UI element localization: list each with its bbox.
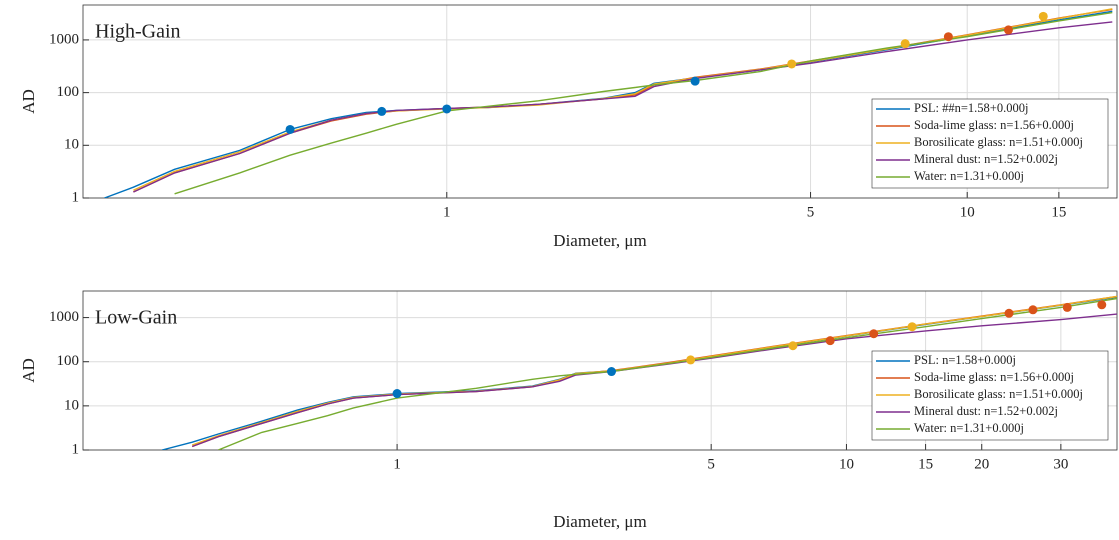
y-axis-label: AD (19, 89, 38, 114)
legend-label: Mineral dust: n=1.52+0.002j (914, 404, 1058, 418)
legend-label: PSL: ##n=1.58+0.000j (914, 101, 1028, 115)
y-tick-label: 1000 (49, 31, 79, 47)
x-tick-label: 15 (918, 456, 933, 472)
legend-label: Water: n=1.31+0.000j (914, 421, 1024, 435)
lines (161, 295, 1117, 450)
marker-dot (1028, 305, 1038, 315)
legend-box (871, 350, 1109, 441)
marker-dot (1003, 25, 1013, 35)
chart-title: Low-Gain (95, 307, 177, 329)
series-line (133, 21, 1113, 193)
x-axis-label: Diameter, μm (553, 512, 646, 531)
x-tick-label: 10 (839, 456, 854, 472)
y-axis-label: AD (19, 358, 38, 383)
y-tick-label: 10 (64, 397, 79, 413)
legend-label: Borosilicate glass: n=1.51+0.000j (914, 135, 1083, 149)
legend-label: Mineral dust: n=1.52+0.002j (914, 152, 1058, 166)
x-tick-label: 20 (974, 456, 989, 472)
x-tick-label: 15 (1051, 204, 1066, 220)
marker-dot (1097, 300, 1107, 310)
marker-dot (377, 106, 387, 116)
y-tick-label: 10 (64, 137, 79, 153)
x-axis-label: Diameter, μm (553, 231, 646, 250)
x-tick-label: 5 (707, 456, 715, 472)
marker-dot (825, 336, 835, 346)
marker-dot (686, 355, 696, 365)
marker-dot (900, 39, 910, 49)
marker-dot (1004, 308, 1014, 318)
x-tick-label: 1 (443, 204, 451, 220)
legend-label: Borosilicate glass: n=1.51+0.000j (914, 387, 1083, 401)
y-tick-label: 100 (57, 84, 80, 100)
marker-dot (606, 367, 616, 377)
marker-dot (943, 32, 953, 42)
marker-dot (285, 124, 295, 134)
marker-dot (690, 76, 700, 86)
axes-box (82, 4, 1118, 199)
y-tick-label: 1 (72, 189, 80, 205)
chart-title: High-Gain (95, 21, 181, 43)
legend-label: Water: n=1.31+0.000j (914, 169, 1024, 183)
x-tick-label: 30 (1053, 456, 1068, 472)
x-tick-label: 10 (960, 204, 975, 220)
marker-dot (788, 341, 798, 351)
marker-dot (869, 329, 879, 339)
y-tick-label: 1000 (49, 309, 79, 325)
series-line (174, 11, 1113, 195)
marker-dot (1038, 11, 1048, 21)
marker-dot (1062, 302, 1072, 312)
series-line (218, 297, 1117, 450)
marker-dot (392, 389, 402, 399)
marker-dot (442, 104, 452, 114)
y-tick-label: 100 (57, 353, 80, 369)
x-tick-label: 1 (393, 456, 401, 472)
legend-label: PSL: n=1.58+0.000j (914, 353, 1016, 367)
legend-label: Soda-lime glass: n=1.56+0.000j (914, 370, 1074, 384)
series-line (191, 313, 1117, 448)
marker-dot (907, 322, 917, 332)
y-tick-label: 1 (72, 441, 80, 457)
axes-box (82, 290, 1118, 451)
x-tick-label: 5 (807, 204, 815, 220)
legend-box (871, 98, 1109, 189)
legend-label: Soda-lime glass: n=1.56+0.000j (914, 118, 1074, 132)
lines (104, 8, 1113, 198)
marker-dot (787, 59, 797, 69)
